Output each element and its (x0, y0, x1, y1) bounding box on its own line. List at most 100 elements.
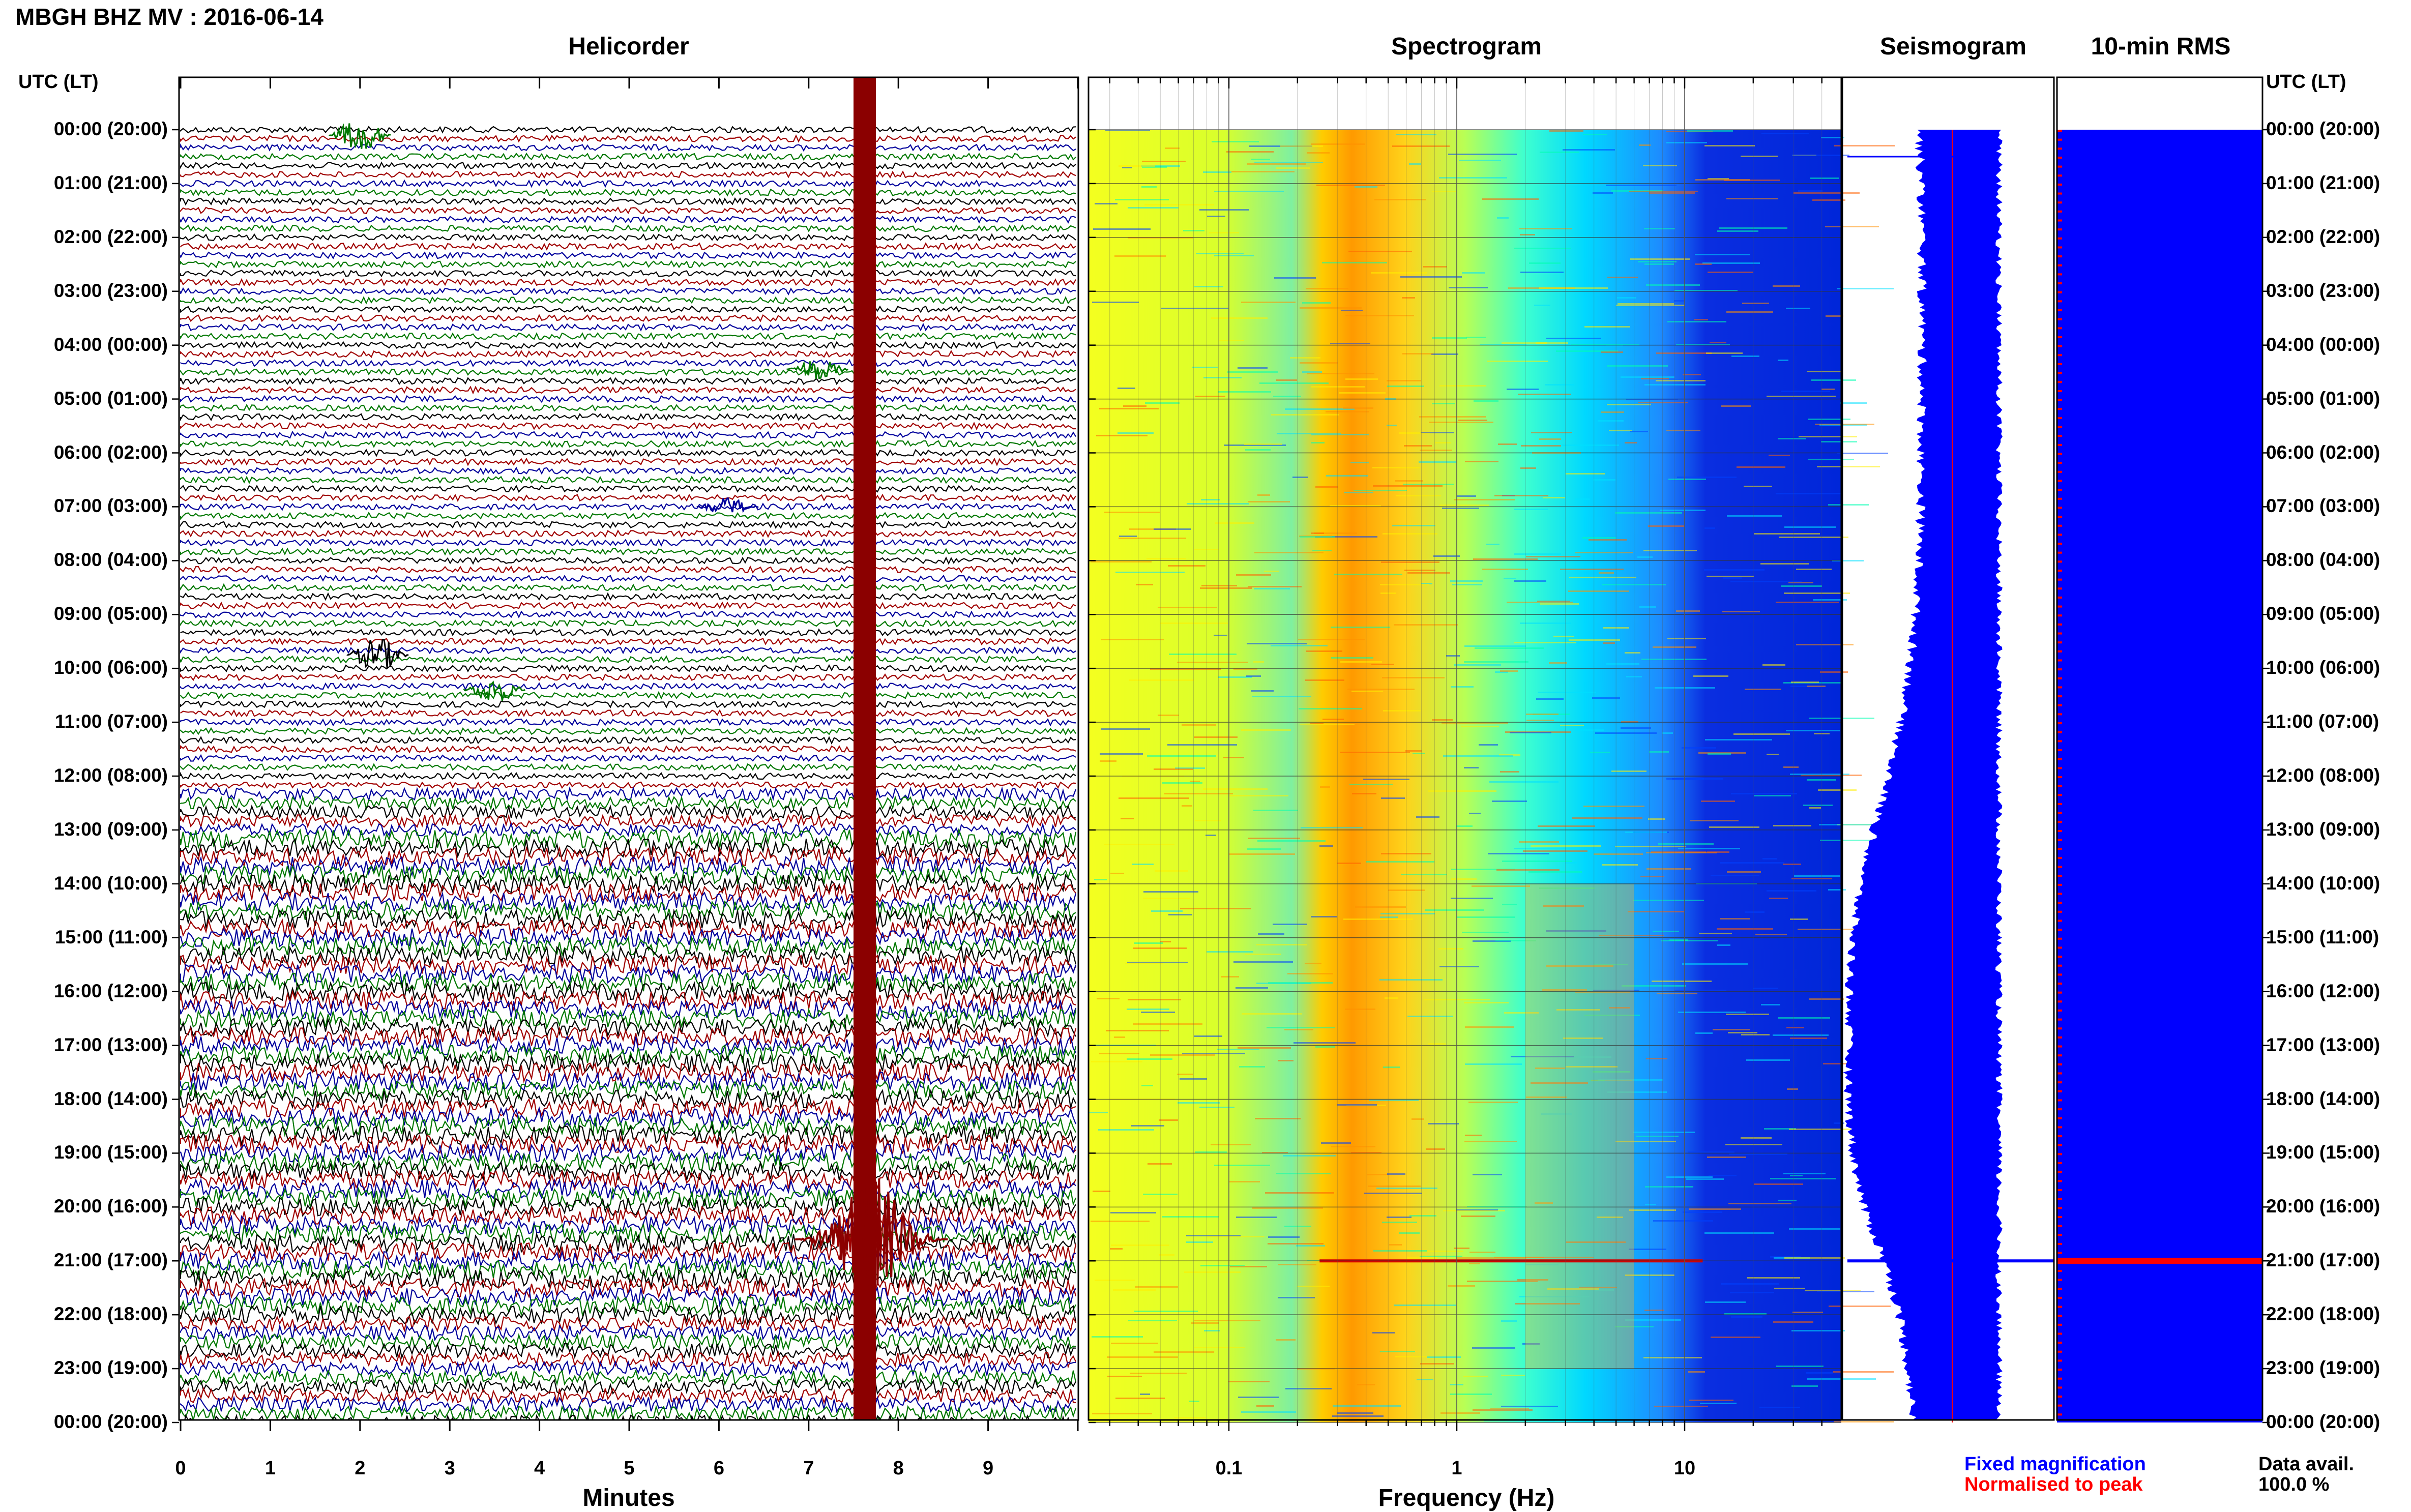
spectrogram-speckle (1276, 167, 1310, 169)
spectrogram-speckle (1189, 1401, 1199, 1402)
spectrogram-speckle (1792, 155, 1849, 156)
helicorder-trace (180, 386, 1076, 395)
spectrogram-speckle (1241, 729, 1291, 731)
spectrogram-speckle (1790, 918, 1808, 920)
spectrogram-speckle (1231, 171, 1295, 172)
spectrogram-speckle (1589, 1080, 1605, 1081)
spectrogram-speckle (1265, 1192, 1334, 1194)
spectrogram-speckle (1245, 449, 1271, 451)
spectrogram-speckle (1333, 1405, 1401, 1407)
spectrogram-speckle (1159, 1119, 1178, 1121)
spectrogram-speckle (1306, 288, 1348, 289)
helicorder-events (329, 77, 948, 1420)
spectrogram-speckle (1646, 1058, 1667, 1059)
spectrogram-speckle (1593, 479, 1615, 481)
spectrogram-speckle (1790, 1175, 1803, 1176)
spectrogram-speckle (1807, 686, 1826, 687)
spectrogram-speckle (1301, 827, 1363, 828)
spectrogram-speckle (1247, 163, 1306, 165)
spectrogram-speckle (1583, 134, 1607, 135)
spectrogram-speckle (1381, 853, 1431, 854)
spectrogram-speckle (1383, 1066, 1400, 1068)
helicorder-trace (180, 126, 1076, 134)
spectrogram-speckle (1837, 288, 1894, 289)
rms-normalised-mark (2057, 1369, 2062, 1371)
spectrogram-speckle (1420, 1256, 1462, 1257)
spectrogram-speckle (1104, 844, 1174, 845)
spectrogram-speckle (1134, 1311, 1198, 1312)
spectrogram-speckle (1702, 262, 1760, 264)
helicorder-title: Helicorder (568, 33, 689, 60)
rms-normalised-mark (2057, 390, 2062, 392)
spectrogram-speckle (1371, 664, 1394, 665)
spectrogram-speckle (1560, 725, 1584, 726)
spectrogram-speckle (1195, 1151, 1227, 1153)
rms-normalised-mark (2057, 1000, 2062, 1003)
spectrogram-speckle (1268, 1243, 1324, 1244)
spectrogram-speckle (1396, 495, 1441, 496)
spectrogram-speckle (1340, 752, 1410, 753)
spectrogram-speckle (1641, 378, 1669, 379)
spectrogram-speckle (1522, 1343, 1540, 1345)
spectrogram-speckle (1443, 755, 1513, 757)
spectrogram-speckle (1244, 443, 1282, 445)
spectrogram-speckle (1633, 1132, 1695, 1133)
spectrogram-speckle (1449, 287, 1488, 288)
spectrogram-speckle (1762, 664, 1785, 666)
spectrogram-speckle (1818, 789, 1857, 791)
spectrogram-speckle (1695, 263, 1712, 265)
helicorder-trace (180, 1196, 1076, 1217)
spectrogram-speckle (1457, 495, 1476, 497)
spectrogram-speckle (1468, 1102, 1518, 1103)
spectrogram-speckle (1799, 436, 1857, 437)
helicorder-trace (180, 873, 1076, 896)
spectrogram-speckle (1236, 574, 1271, 576)
spectrogram-speckle (1180, 908, 1251, 909)
panel-frame (1841, 76, 2055, 1421)
spectrogram-speckle (1501, 1406, 1558, 1407)
spectrogram-speckle (1730, 1292, 1774, 1293)
spectrogram-speckle (1255, 1118, 1301, 1119)
spectrogram-speckle (1348, 251, 1412, 252)
spectrogram-speckle (1239, 1066, 1265, 1068)
time-label-right: 02:00 (22:00) (2266, 226, 2380, 247)
spectrogram-speckle (1589, 539, 1627, 541)
helicorder-trace (180, 224, 1076, 233)
rms-normalised-mark (2057, 1144, 2062, 1146)
spectrogram-speckle (1417, 1379, 1433, 1380)
spectrogram-speckle (1322, 262, 1387, 263)
spectrogram-speckle (1184, 1271, 1241, 1273)
utc-header-left: UTC (LT) (18, 71, 99, 93)
helicorder-trace (180, 538, 1076, 547)
helicorder-trace (180, 305, 1076, 314)
rms-normalised-mark (2057, 776, 2062, 778)
spectrogram-speckle (1464, 1141, 1517, 1142)
time-label-right: 18:00 (14:00) (2266, 1088, 2380, 1109)
rms-normalised-mark (2057, 156, 2062, 159)
helicorder-trace (180, 1404, 1077, 1420)
spectrogram-speckle (1442, 508, 1479, 509)
spectrogram-speckle (1431, 353, 1458, 355)
time-label-left: 19:00 (15:00) (53, 1142, 168, 1163)
spectrogram-speckle (1607, 1091, 1667, 1093)
helicorder-trace (180, 161, 1076, 170)
spectrogram-speckle (1656, 352, 1712, 354)
spectrogram-speckle (1305, 963, 1321, 964)
spectrogram-speckle (1525, 1257, 1594, 1258)
spectrogram-speckle (1311, 143, 1365, 145)
spectrogram-speckle (1737, 466, 1785, 468)
spectrogram-speckle (1190, 781, 1200, 782)
spectrogram-speckle (1380, 1351, 1415, 1352)
rms-normalised-mark (2057, 829, 2062, 832)
helicorder-event (696, 496, 759, 513)
spectrogram-speckle (1583, 806, 1644, 807)
spectrogram-speckle (1729, 1153, 1787, 1155)
rms-normalised-mark (2057, 1225, 2062, 1227)
time-label-left: 20:00 (16:00) (53, 1196, 168, 1217)
spectrogram-speckle (1194, 736, 1238, 738)
spectrogram-speckle (1546, 965, 1613, 967)
spectrogram-speckle (1741, 1034, 1770, 1035)
spectrogram-speckle (1840, 402, 1867, 404)
helicorder-trace (180, 1142, 1077, 1165)
spectrogram-speckle (1242, 1013, 1302, 1015)
